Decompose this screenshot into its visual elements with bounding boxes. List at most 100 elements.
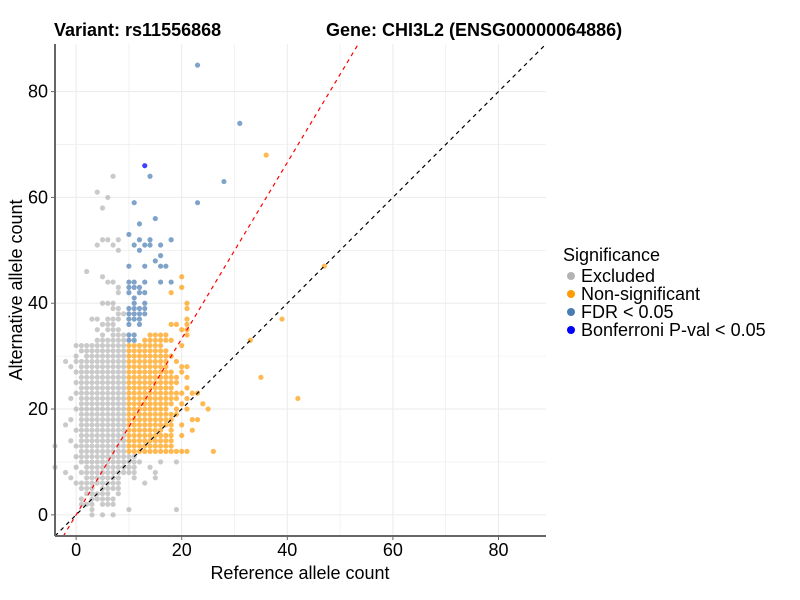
data-point <box>115 422 121 428</box>
data-point <box>126 448 132 454</box>
data-point <box>99 454 106 460</box>
data-point <box>84 379 90 386</box>
data-point <box>89 369 95 375</box>
y-tick-label: 20 <box>28 399 48 419</box>
data-point <box>147 237 153 243</box>
data-point <box>126 369 132 375</box>
data-point <box>126 454 132 460</box>
data-point <box>121 448 127 454</box>
data-point <box>136 438 143 444</box>
data-point <box>147 464 153 470</box>
data-point <box>131 200 137 206</box>
data-point <box>142 311 148 317</box>
data-point <box>89 464 95 470</box>
data-point <box>131 417 137 423</box>
data-point <box>163 374 169 380</box>
data-point <box>94 358 100 365</box>
data-point <box>110 379 116 386</box>
data-point <box>115 464 121 470</box>
data-point <box>126 342 132 349</box>
data-point <box>157 279 164 285</box>
data-point <box>78 485 84 491</box>
data-point <box>99 342 106 349</box>
data-point <box>110 327 116 333</box>
data-point <box>147 342 153 349</box>
data-point <box>136 395 143 402</box>
data-point <box>142 427 148 433</box>
data-point <box>110 242 116 248</box>
data-point <box>110 438 116 444</box>
data-point <box>99 406 106 412</box>
data-point <box>110 448 116 454</box>
data-point <box>121 390 127 396</box>
data-point <box>168 448 174 454</box>
data-point <box>78 438 84 444</box>
data-point <box>131 443 137 449</box>
data-point <box>99 364 106 370</box>
data-point <box>136 432 143 439</box>
data-point <box>94 427 100 433</box>
data-point <box>147 385 153 391</box>
data-point <box>84 443 90 449</box>
data-point <box>78 385 84 391</box>
data-point <box>115 395 121 402</box>
data-point <box>152 374 158 380</box>
data-point <box>142 300 148 306</box>
data-point <box>184 332 190 338</box>
data-point <box>152 469 158 476</box>
black-dashed-line <box>55 44 546 536</box>
data-point <box>126 427 132 433</box>
data-point <box>173 379 180 386</box>
data-point <box>89 459 95 465</box>
data-point <box>121 342 127 349</box>
data-point <box>115 358 121 365</box>
y-tick-label: 0 <box>38 505 48 525</box>
data-point <box>142 480 148 486</box>
data-point <box>105 358 111 365</box>
data-point <box>126 443 132 449</box>
data-point <box>105 491 111 497</box>
data-point <box>68 364 74 370</box>
data-point <box>136 305 143 312</box>
data-point <box>131 369 137 375</box>
data-point <box>126 469 132 476</box>
data-point <box>126 438 132 444</box>
data-point <box>94 395 100 402</box>
data-point <box>147 173 153 179</box>
data-point <box>131 464 137 470</box>
data-point <box>115 390 121 396</box>
data-point <box>89 364 95 370</box>
data-point <box>126 390 132 396</box>
data-point <box>105 379 111 386</box>
data-point <box>78 448 84 454</box>
data-point <box>168 390 174 396</box>
data-point <box>163 443 169 449</box>
data-point <box>89 374 95 380</box>
x-tick-label: 60 <box>383 540 403 560</box>
variant-title: Variant: rs11556868 <box>54 20 222 40</box>
data-point <box>115 411 121 417</box>
data-point <box>89 512 95 518</box>
data-point <box>94 374 100 380</box>
data-point <box>131 311 137 317</box>
data-point <box>131 459 137 465</box>
data-point <box>152 385 158 391</box>
data-point <box>115 327 121 333</box>
data-point <box>121 332 127 338</box>
data-point <box>110 459 116 465</box>
data-point <box>168 290 174 296</box>
legend-dot-icon <box>567 290 575 298</box>
data-point <box>115 438 121 444</box>
data-point <box>131 348 137 354</box>
data-point <box>115 448 121 454</box>
data-point <box>147 443 153 449</box>
data-point <box>163 401 169 407</box>
data-point <box>157 432 164 439</box>
data-point <box>152 342 158 349</box>
data-point <box>126 279 132 285</box>
data-point <box>115 369 121 375</box>
data-point <box>157 438 164 444</box>
data-point <box>131 332 137 338</box>
data-point <box>89 385 95 391</box>
data-point <box>78 395 84 402</box>
